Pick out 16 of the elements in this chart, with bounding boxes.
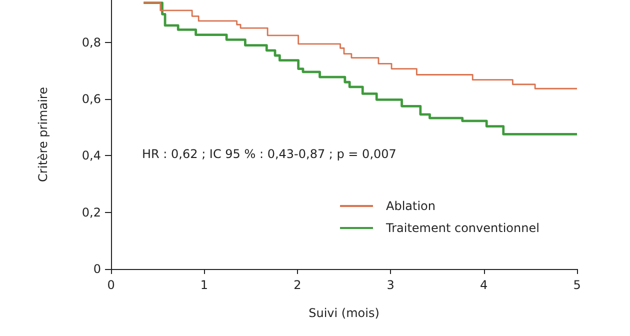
x-tick-label: 2: [294, 278, 302, 292]
x-tick-label: 5: [573, 278, 581, 292]
annotation: HR : 0,62 ; IC 95 % : 0,43-0,87 ; p = 0,007: [142, 147, 396, 161]
x-axis-title: Suivi (mois): [308, 306, 380, 320]
y-tick-label: 0,8: [82, 35, 101, 50]
x-tick-label: 4: [480, 278, 488, 292]
y-axis-title: Critère primaire: [36, 87, 50, 182]
x-tick-label: 3: [386, 278, 394, 292]
y-tick-label: 0,6: [82, 92, 101, 106]
legend-label: Ablation: [386, 199, 436, 213]
x-tick-label: 0: [107, 278, 115, 292]
y-tick-label: 0,4: [82, 148, 101, 163]
legend-label: Traitement conventionnel: [385, 221, 540, 235]
y-tick-label: 0: [93, 262, 101, 276]
x-tick-label: 1: [200, 278, 208, 292]
y-tick-label: 0,2: [82, 205, 101, 220]
